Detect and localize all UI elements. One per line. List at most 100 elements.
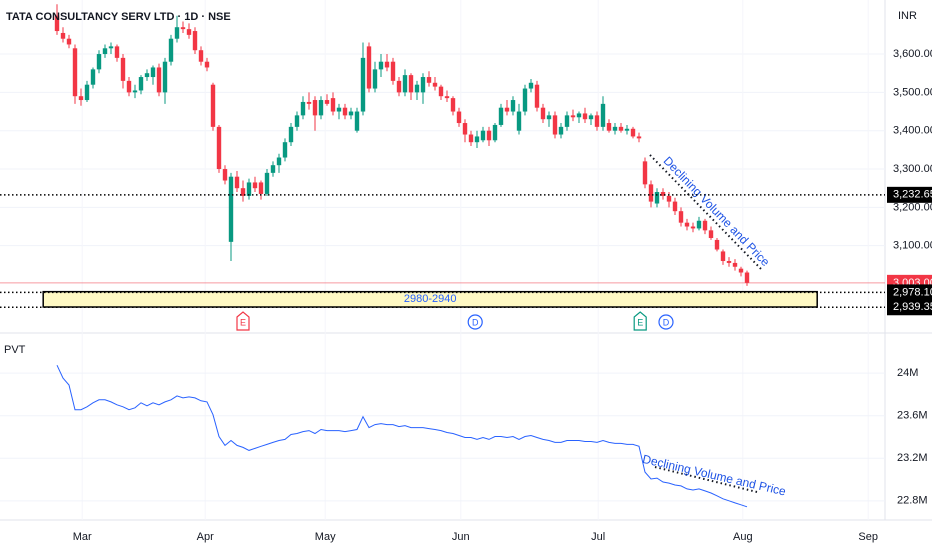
candle-body [630, 128, 636, 137]
candle-body [456, 111, 462, 124]
candle-body [234, 176, 240, 189]
candle-body [510, 100, 516, 112]
event-marker [633, 311, 647, 331]
candle-body [378, 61, 384, 70]
y-tick-label: 3,500.00 [893, 86, 932, 98]
candle-body [588, 115, 594, 120]
candle-body [594, 115, 600, 127]
candle-body [582, 113, 588, 120]
axes: 3,100.00 3,200.00 3,300.00 3,400.00 3,500.00… [0, 48, 932, 543]
candle-body [426, 77, 432, 83]
grid [0, 53, 885, 502]
candle-body [672, 201, 678, 212]
candle-body [660, 192, 666, 196]
event-label: E [637, 317, 643, 327]
event-marker [467, 314, 483, 330]
candle-body [318, 100, 324, 116]
candle-body [684, 222, 690, 227]
candle-body [408, 75, 414, 93]
candle-body [174, 27, 180, 39]
candle-body [450, 98, 456, 112]
candle-body [618, 126, 624, 131]
y-tick-label: 3,400.00 [893, 125, 932, 137]
x-tick-label: Jun [452, 531, 470, 543]
candle-body [720, 251, 726, 262]
candle-body [276, 157, 282, 166]
candle-body [186, 29, 192, 35]
candle-body [204, 61, 210, 68]
candle-body [252, 182, 258, 189]
candle-body [84, 84, 90, 101]
candle-body [504, 107, 510, 112]
candle-body [528, 82, 534, 89]
candle-body [414, 84, 420, 93]
candle-body [354, 111, 360, 131]
event-marker [236, 311, 250, 331]
price-tag [887, 299, 932, 316]
price-tag-label: 2,939.35 [893, 301, 932, 313]
candle-body [144, 73, 150, 78]
price-pane [54, 4, 750, 286]
candle-body [246, 182, 252, 196]
candle-body [744, 272, 750, 283]
event-label: D [663, 317, 670, 327]
candle-body [516, 111, 522, 131]
candle-body [420, 77, 426, 93]
candle-body [642, 161, 648, 185]
x-tick-label: Jul [591, 531, 605, 543]
candle-body [702, 220, 708, 231]
candle-body [114, 46, 120, 58]
indicator-title: PVT [4, 344, 26, 356]
candle-body [558, 126, 564, 135]
candle-body [150, 67, 156, 78]
candle-body [648, 184, 654, 202]
candle-body [156, 67, 162, 93]
price-tag-label: 2,978.10 [893, 286, 932, 298]
candle-body [666, 195, 672, 202]
candle-body [270, 165, 276, 173]
zone-label: 2980-2940 [404, 293, 457, 305]
candle-body [576, 113, 582, 118]
pvt-line [56, 364, 748, 508]
y-tick-label: 22.8M [897, 495, 928, 507]
candle-body [216, 126, 222, 170]
candle-body [612, 126, 618, 131]
candle-body [534, 84, 540, 108]
y-tick-label: 23.2M [897, 452, 928, 464]
candle-body [108, 46, 114, 49]
candle-body [330, 98, 336, 112]
candle-body [294, 115, 300, 127]
candle-body [240, 188, 246, 196]
event-label: D [472, 317, 479, 327]
candle-body [396, 80, 402, 93]
candle-body [282, 142, 288, 158]
candle-body [570, 115, 576, 118]
candle-body [72, 48, 78, 97]
candle-body [210, 84, 216, 127]
candle-body [336, 107, 342, 112]
candle-body [522, 88, 528, 112]
candle-body [678, 211, 684, 223]
pvt-pane [56, 364, 748, 508]
candle-body [222, 169, 228, 181]
price-tag [887, 284, 932, 301]
candle-body [288, 126, 294, 143]
candle-body [78, 96, 84, 101]
y-tick-label: 3,100.00 [893, 240, 932, 252]
candle-body [384, 61, 390, 68]
candle-body [258, 182, 264, 194]
event-label: E [240, 317, 246, 327]
event-marker [658, 314, 674, 330]
candle-body [120, 57, 126, 81]
y-tick-label: 3,600.00 [893, 48, 932, 60]
candle-body [348, 111, 354, 116]
candle-body [366, 46, 372, 89]
candle-body [168, 38, 174, 62]
candle-body [738, 268, 744, 273]
candle-body [126, 80, 132, 93]
candle-body [564, 115, 570, 127]
y-tick-label: 3,300.00 [893, 163, 932, 175]
candle-body [654, 192, 660, 204]
candle-body [636, 136, 642, 139]
candle-body [726, 261, 732, 263]
